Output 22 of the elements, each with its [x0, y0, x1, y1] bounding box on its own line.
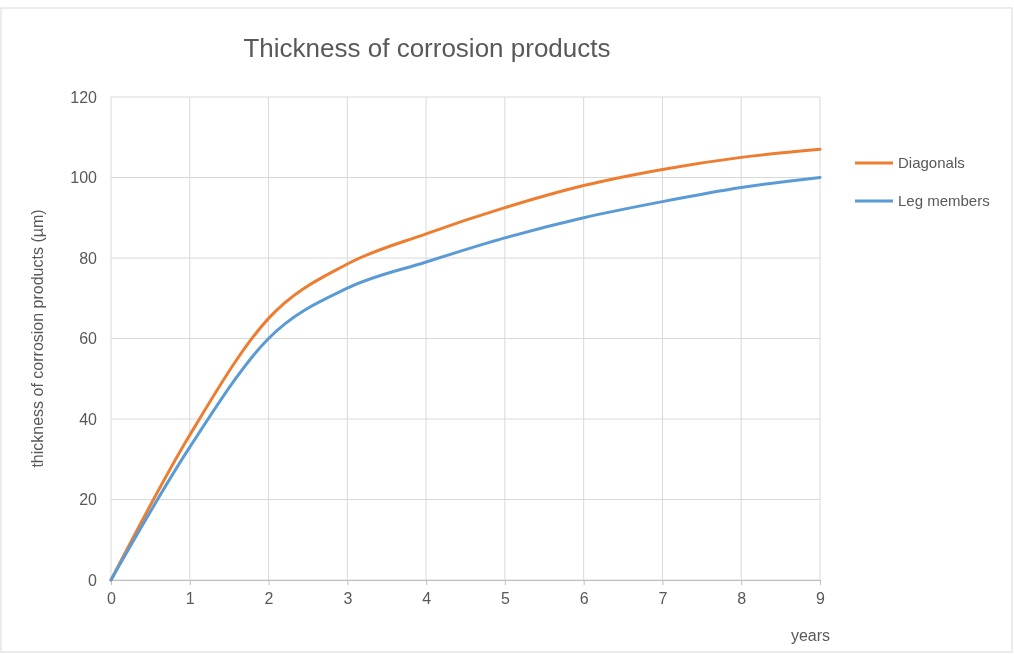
- y-tick-label: 0: [88, 571, 98, 589]
- y-tick-label: 120: [70, 88, 98, 106]
- x-tick-label: 2: [264, 590, 274, 607]
- x-tick-label: 7: [658, 590, 668, 607]
- x-tick-label: 9: [816, 590, 826, 607]
- x-tick-label: 5: [500, 590, 510, 607]
- x-axis-title: years: [790, 627, 830, 644]
- y-tick-label: 20: [79, 491, 98, 509]
- legend-label: Leg members: [898, 192, 990, 209]
- legend-label: Diagonals: [898, 154, 965, 171]
- x-tick-label: 3: [343, 590, 353, 607]
- x-tick-label: 8: [737, 590, 747, 607]
- y-tick-label: 100: [70, 169, 98, 187]
- y-tick-label: 80: [79, 249, 98, 267]
- x-tick-label: 4: [422, 590, 432, 607]
- y-tick-label: 60: [79, 330, 98, 348]
- x-tick-label: 1: [185, 590, 195, 607]
- chart-title: Thickness of corrosion products: [243, 33, 611, 63]
- y-axis-title: thickness of corrosion products (µm): [29, 209, 46, 468]
- x-tick-label: 0: [107, 590, 117, 607]
- y-tick-label: 40: [79, 410, 98, 428]
- x-tick-label: 6: [579, 590, 589, 607]
